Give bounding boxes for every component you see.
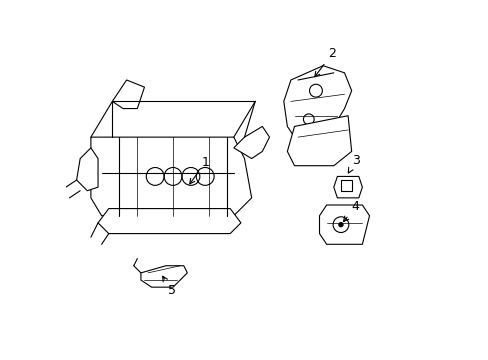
Circle shape <box>338 222 343 227</box>
Polygon shape <box>77 148 98 191</box>
Polygon shape <box>91 137 251 216</box>
Polygon shape <box>233 126 269 158</box>
Polygon shape <box>287 116 351 166</box>
Polygon shape <box>112 80 144 109</box>
Text: 1: 1 <box>189 156 209 184</box>
Polygon shape <box>319 205 369 244</box>
Text: 3: 3 <box>347 154 359 173</box>
Polygon shape <box>98 208 241 234</box>
Polygon shape <box>283 66 351 137</box>
Polygon shape <box>333 176 362 198</box>
Text: 4: 4 <box>343 201 359 221</box>
Text: 5: 5 <box>163 276 175 297</box>
Polygon shape <box>340 180 351 191</box>
Text: 2: 2 <box>314 47 336 77</box>
Polygon shape <box>141 266 187 287</box>
